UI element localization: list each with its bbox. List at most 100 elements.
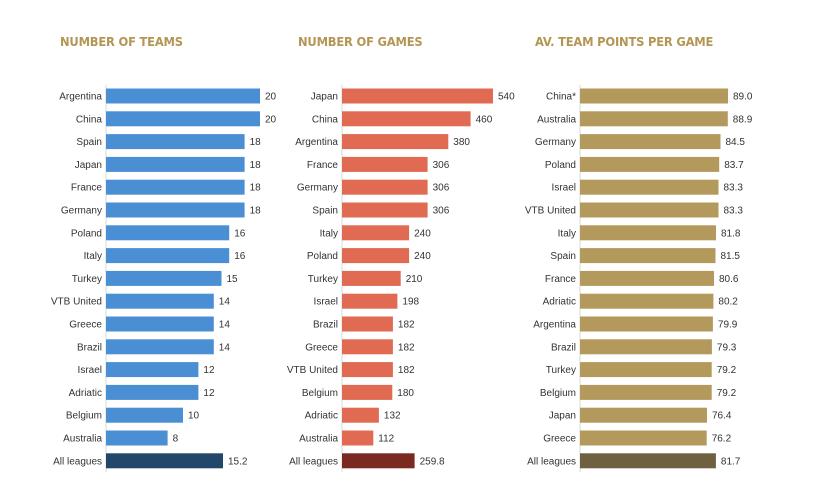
bar-points-14 (580, 407, 707, 423)
category-label-teams-8: Turkey (72, 274, 102, 285)
bar-points-1 (580, 111, 728, 127)
bar-teams-13 (106, 384, 199, 400)
category-label-games-2: Argentina (295, 137, 338, 148)
bar-teams-0 (106, 88, 260, 104)
category-label-points-6: Italy (558, 228, 576, 239)
bar-games-4 (342, 179, 428, 195)
value-label-points-3: 83.7 (724, 160, 744, 171)
value-label-teams-12: 12 (203, 365, 215, 376)
bar-points-9 (580, 293, 714, 309)
category-label-points-10: Argentina (533, 320, 576, 331)
category-label-points-2: Germany (535, 137, 576, 148)
category-label-games-5: Spain (312, 206, 338, 217)
chart-points: China* 89.0 Australia 88.9 Germany 84.5 Poland… (525, 84, 753, 473)
category-label-teams-9: VTB United (51, 297, 102, 308)
category-label-points-4: Israel (552, 183, 576, 194)
bar-games-2 (342, 134, 449, 150)
bar-games-12 (342, 362, 393, 378)
category-label-points-3: Poland (545, 160, 576, 171)
category-label-teams-10: Greece (69, 320, 102, 331)
bar-teams-2 (106, 134, 245, 150)
value-label-games-16: 259.8 (420, 456, 445, 467)
bar-points-15 (580, 430, 707, 446)
category-label-games-4: Germany (297, 183, 338, 194)
category-label-points-13: Belgium (540, 388, 576, 399)
value-label-teams-7: 16 (234, 251, 246, 262)
value-label-points-12: 79.2 (717, 365, 737, 376)
category-label-games-8: Turkey (308, 274, 338, 285)
value-label-teams-2: 18 (250, 137, 262, 148)
value-label-games-2: 380 (453, 137, 470, 148)
category-label-games-9: Israel (314, 297, 338, 308)
panel-title-games: NUMBER OF GAMES (298, 34, 423, 50)
category-label-points-14: Japan (549, 411, 576, 422)
value-label-points-13: 79.2 (717, 388, 737, 399)
value-label-teams-1: 20 (265, 114, 277, 125)
category-label-teams-0: Argentina (59, 92, 102, 103)
panel-title-points: AV. TEAM POINTS PER GAME (535, 34, 714, 50)
bar-teams-14 (106, 407, 183, 423)
bar-games-7 (342, 248, 410, 264)
category-label-teams-15: Australia (63, 434, 102, 445)
category-label-games-13: Belgium (302, 388, 338, 399)
category-label-points-1: Australia (537, 114, 576, 125)
bar-points-5 (580, 202, 719, 218)
bar-teams-11 (106, 339, 214, 355)
bar-points-11 (580, 339, 712, 355)
value-label-points-0: 89.0 (733, 92, 753, 103)
value-label-games-12: 182 (398, 365, 415, 376)
category-label-games-3: France (307, 160, 339, 171)
value-label-teams-14: 10 (188, 411, 200, 422)
value-label-teams-5: 18 (250, 206, 262, 217)
value-label-games-11: 182 (398, 342, 415, 353)
value-label-games-10: 182 (398, 320, 415, 331)
value-label-points-15: 76.2 (712, 434, 732, 445)
value-label-games-3: 306 (433, 160, 450, 171)
bar-teams-8 (106, 270, 222, 286)
bar-teams-10 (106, 316, 214, 332)
category-label-games-0: Japan (311, 92, 338, 103)
category-label-teams-11: Brazil (77, 342, 102, 353)
value-label-games-13: 180 (397, 388, 414, 399)
bar-games-15 (342, 430, 374, 446)
value-label-teams-16: 15.2 (228, 456, 248, 467)
value-label-teams-13: 12 (203, 388, 215, 399)
category-label-teams-14: Belgium (66, 411, 102, 422)
value-label-points-9: 80.2 (718, 297, 738, 308)
bar-teams-4 (106, 179, 245, 195)
category-label-points-12: Turkey (546, 365, 576, 376)
value-label-games-7: 240 (414, 251, 431, 262)
bar-points-7 (580, 248, 716, 264)
bar-games-6 (342, 225, 410, 241)
value-label-games-6: 240 (414, 228, 431, 239)
bar-teams-9 (106, 293, 214, 309)
category-label-points-8: France (545, 274, 577, 285)
bar-points-4 (580, 179, 719, 195)
value-label-points-8: 80.6 (719, 274, 739, 285)
category-label-teams-7: Italy (84, 251, 102, 262)
category-label-games-7: Poland (307, 251, 338, 262)
bar-games-1 (342, 111, 471, 127)
bar-games-0 (342, 88, 493, 104)
value-label-games-14: 132 (384, 411, 401, 422)
bar-games-11 (342, 339, 393, 355)
bar-teams-5 (106, 202, 245, 218)
bar-points-8 (580, 270, 714, 286)
category-label-points-7: Spain (550, 251, 576, 262)
category-label-games-16: All leagues (289, 456, 338, 467)
bar-points-10 (580, 316, 713, 332)
bar-games-10 (342, 316, 393, 332)
category-label-teams-12: Israel (78, 365, 102, 376)
value-label-points-5: 83.3 (724, 206, 744, 217)
value-label-points-10: 79.9 (718, 320, 738, 331)
panel-title-teams: NUMBER OF TEAMS (60, 34, 183, 50)
value-label-points-1: 88.9 (733, 114, 753, 125)
total-bar-teams-16 (106, 453, 223, 469)
value-label-games-8: 210 (406, 274, 423, 285)
category-label-games-15: Australia (299, 434, 338, 445)
category-label-teams-16: All leagues (53, 456, 102, 467)
value-label-teams-10: 14 (219, 320, 231, 331)
bar-games-14 (342, 407, 379, 423)
bar-games-9 (342, 293, 398, 309)
